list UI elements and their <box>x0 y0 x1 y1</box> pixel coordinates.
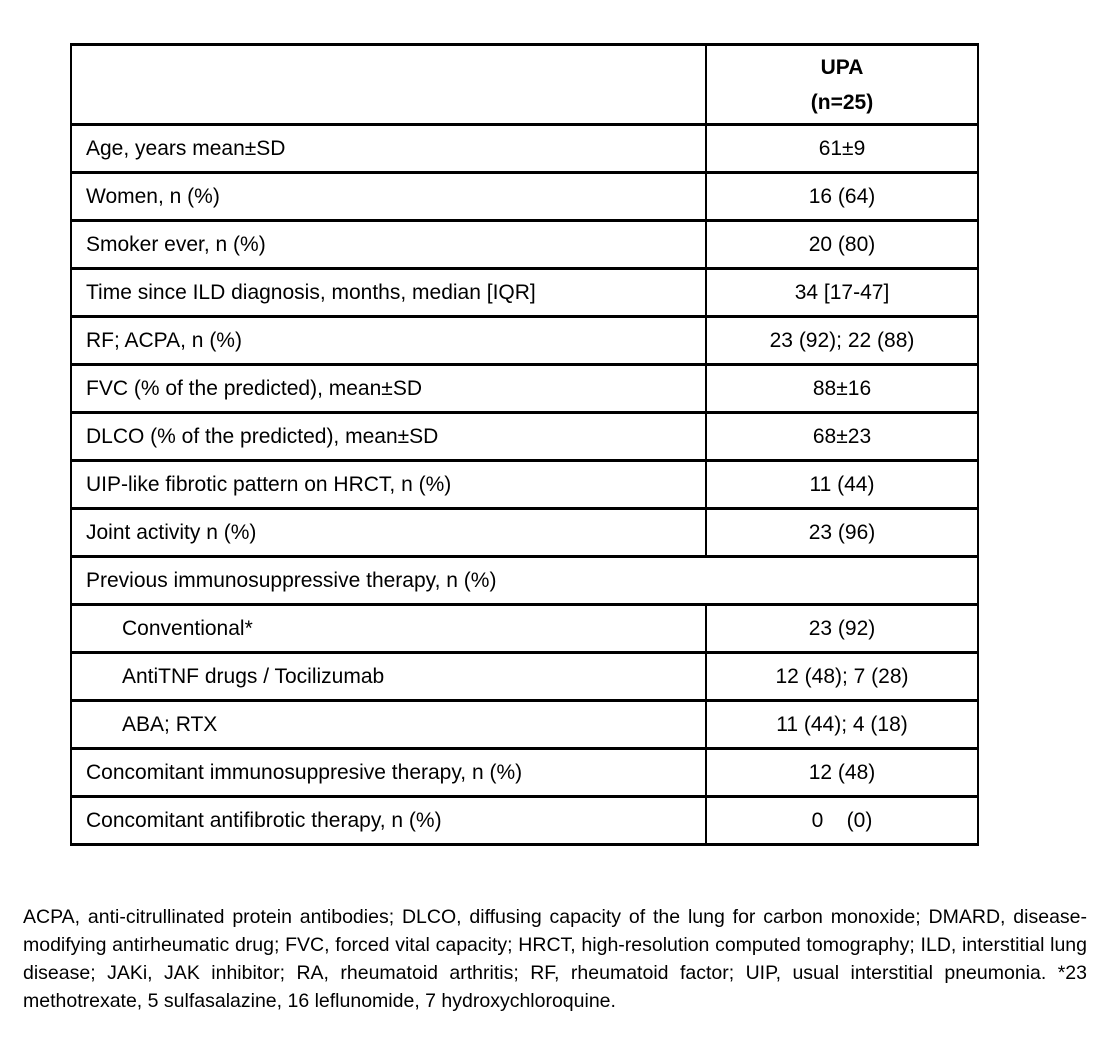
row-value: 34 [17-47] <box>705 267 979 318</box>
table-row: ABA; RTX 11 (44); 4 (18) <box>70 699 979 750</box>
row-label: DLCO (% of the predicted), mean±SD <box>70 411 707 462</box>
row-label: Women, n (%) <box>70 171 707 222</box>
table-row: Smoker ever, n (%) 20 (80) <box>70 219 979 270</box>
header-empty-cell <box>70 43 707 126</box>
row-label: Concomitant immunosuppresive therapy, n … <box>70 747 707 798</box>
column-header-upa: UPA (n=25) <box>705 43 979 126</box>
row-label: Time since ILD diagnosis, months, median… <box>70 267 707 318</box>
row-value: 23 (92) <box>705 603 979 654</box>
table-row: UIP-like fibrotic pattern on HRCT, n (%)… <box>70 459 979 510</box>
row-label: Joint activity n (%) <box>70 507 707 558</box>
table-row: Joint activity n (%) 23 (96) <box>70 507 979 558</box>
table-row: Concomitant antifibrotic therapy, n (%) … <box>70 795 979 846</box>
row-value: 11 (44) <box>705 459 979 510</box>
column-header-title: UPA <box>820 55 864 79</box>
row-label: Conventional* <box>70 603 707 654</box>
row-value: 16 (64) <box>705 171 979 222</box>
section-header-label: Previous immunosuppressive therapy, n (%… <box>70 555 979 606</box>
row-label: UIP-like fibrotic pattern on HRCT, n (%) <box>70 459 707 510</box>
table-row: RF; ACPA, n (%) 23 (92); 22 (88) <box>70 315 979 366</box>
table-row: Age, years mean±SD 61±9 <box>70 123 979 174</box>
table-row: Time since ILD diagnosis, months, median… <box>70 267 979 318</box>
characteristics-table: UPA (n=25) Age, years mean±SD 61±9 Women… <box>70 43 979 846</box>
row-label: ABA; RTX <box>70 699 707 750</box>
row-value: 23 (92); 22 (88) <box>705 315 979 366</box>
row-label: AntiTNF drugs / Tocilizumab <box>70 651 707 702</box>
row-value: 88±16 <box>705 363 979 414</box>
row-label: Concomitant antifibrotic therapy, n (%) <box>70 795 707 846</box>
row-value: 12 (48) <box>705 747 979 798</box>
row-value: 20 (80) <box>705 219 979 270</box>
row-value: 68±23 <box>705 411 979 462</box>
table-row: Concomitant immunosuppresive therapy, n … <box>70 747 979 798</box>
section-header-row: Previous immunosuppressive therapy, n (%… <box>70 555 979 606</box>
row-value: 12 (48); 7 (28) <box>705 651 979 702</box>
column-header-subtitle: (n=25) <box>810 90 874 114</box>
abbreviations-footnote: ACPA, anti-citrullinated protein antibod… <box>23 906 1087 1012</box>
row-value: 61±9 <box>705 123 979 174</box>
table-header-row: UPA (n=25) <box>70 43 979 126</box>
row-value: 11 (44); 4 (18) <box>705 699 979 750</box>
table-row: FVC (% of the predicted), mean±SD 88±16 <box>70 363 979 414</box>
row-value: 23 (96) <box>705 507 979 558</box>
row-label: Smoker ever, n (%) <box>70 219 707 270</box>
table-row: DLCO (% of the predicted), mean±SD 68±23 <box>70 411 979 462</box>
row-value: 0 (0) <box>705 795 979 846</box>
row-label: FVC (% of the predicted), mean±SD <box>70 363 707 414</box>
table-row: Conventional* 23 (92) <box>70 603 979 654</box>
table-row: AntiTNF drugs / Tocilizumab 12 (48); 7 (… <box>70 651 979 702</box>
table-row: Women, n (%) 16 (64) <box>70 171 979 222</box>
row-label: Age, years mean±SD <box>70 123 707 174</box>
row-label: RF; ACPA, n (%) <box>70 315 707 366</box>
